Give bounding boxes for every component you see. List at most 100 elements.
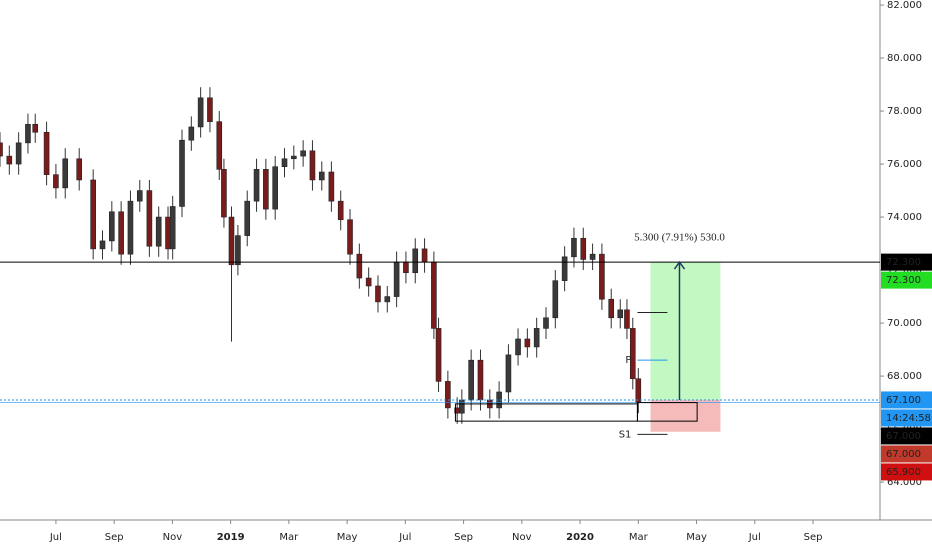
candle-body bbox=[365, 277, 372, 287]
candle-body bbox=[589, 253, 596, 260]
candle-body bbox=[6, 155, 13, 165]
candle-body bbox=[412, 248, 419, 274]
price-tag-label: 65.900 bbox=[886, 467, 921, 478]
candle-body bbox=[552, 280, 559, 319]
candle-body bbox=[445, 381, 451, 409]
price-tag-label: 67.000 bbox=[886, 449, 921, 460]
candle-body bbox=[393, 261, 400, 297]
position-label: 5.300 (7.91%) 530.0 bbox=[634, 232, 725, 244]
candle-body bbox=[347, 219, 353, 255]
candle-body bbox=[580, 237, 587, 260]
candle-body bbox=[146, 190, 153, 247]
y-tick-label: 68.000 bbox=[887, 371, 922, 382]
x-tick-label: Jul bbox=[398, 532, 411, 543]
candle-body bbox=[356, 253, 363, 279]
price-tag-label: 67.100 bbox=[886, 395, 921, 406]
price-tag bbox=[881, 463, 932, 481]
candle-body bbox=[337, 200, 344, 221]
candle-body bbox=[155, 216, 162, 247]
candle-body bbox=[635, 378, 642, 403]
x-tick-label: May bbox=[337, 532, 358, 543]
candle-body bbox=[32, 124, 39, 133]
candle-body bbox=[505, 354, 512, 393]
candle-body bbox=[127, 200, 134, 255]
candle-body bbox=[624, 309, 630, 329]
candle-body bbox=[318, 171, 325, 181]
candle-body bbox=[477, 359, 484, 401]
candle-body bbox=[99, 240, 106, 250]
y-tick-label: 64.000 bbox=[887, 477, 922, 488]
position-target-zone bbox=[650, 262, 721, 400]
candle-body bbox=[533, 328, 540, 348]
candle-body bbox=[62, 158, 69, 189]
y-tick-label: 78.000 bbox=[887, 106, 922, 117]
candle-body bbox=[524, 338, 531, 348]
candle-body bbox=[328, 171, 335, 202]
candle-body bbox=[15, 142, 22, 165]
price-tag bbox=[881, 391, 932, 409]
candle-body bbox=[571, 237, 577, 258]
candle-body bbox=[617, 309, 624, 319]
candle-body bbox=[543, 317, 549, 329]
candle-body bbox=[43, 131, 50, 175]
candle-body bbox=[309, 150, 316, 181]
x-tick-label: Sep bbox=[454, 532, 473, 543]
candle-body bbox=[165, 216, 171, 250]
candle-body bbox=[244, 200, 251, 236]
price-tag bbox=[881, 271, 932, 289]
candle-body bbox=[207, 97, 213, 122]
x-tick-label: Mar bbox=[279, 532, 299, 543]
candle-body bbox=[281, 158, 288, 168]
candle-body bbox=[403, 261, 409, 274]
price-tag bbox=[881, 253, 932, 271]
x-tick-label: Sep bbox=[804, 532, 823, 543]
price-tag bbox=[881, 427, 932, 445]
candle-body bbox=[608, 298, 615, 319]
candle-body bbox=[221, 169, 227, 218]
candle-body bbox=[179, 139, 185, 207]
candle-body bbox=[197, 97, 204, 128]
price-tag-label: 67.000 bbox=[886, 431, 921, 442]
price-tag-label: 72.300 bbox=[886, 257, 921, 268]
candle-body bbox=[515, 338, 521, 356]
pivot-label: P bbox=[625, 355, 631, 366]
candle-body bbox=[468, 359, 474, 401]
position-stop-zone bbox=[650, 399, 721, 432]
x-tick-label: May bbox=[686, 532, 707, 543]
price-tag-label: 14:24:58 bbox=[886, 413, 931, 424]
candle-body bbox=[384, 296, 391, 303]
price-tag bbox=[881, 445, 932, 463]
price-tag bbox=[881, 409, 932, 427]
candle-body bbox=[272, 166, 278, 210]
candle-body bbox=[228, 216, 235, 266]
x-tick-label: Nov bbox=[512, 532, 532, 543]
candle-body bbox=[136, 190, 143, 202]
candle-body bbox=[109, 211, 115, 242]
candle-body bbox=[118, 211, 124, 255]
y-tick-label: 74.000 bbox=[887, 212, 922, 223]
candle-body bbox=[375, 285, 381, 303]
y-tick-label: 82.000 bbox=[887, 0, 922, 11]
price-tag-label: 72.300 bbox=[886, 275, 921, 286]
candle-body bbox=[216, 121, 223, 170]
x-tick-label: 2019 bbox=[217, 532, 245, 543]
candle-body bbox=[431, 261, 437, 329]
range-box bbox=[636, 402, 698, 422]
candle-body bbox=[0, 142, 3, 157]
candle-body bbox=[169, 206, 176, 250]
x-tick-label: Mar bbox=[629, 532, 649, 543]
candle-body bbox=[629, 328, 636, 380]
y-tick-label: 80.000 bbox=[887, 53, 922, 64]
candle-body bbox=[25, 124, 31, 144]
candle-body bbox=[235, 235, 241, 266]
x-tick-label: Nov bbox=[163, 532, 183, 543]
candle-body bbox=[291, 155, 297, 160]
arrow-head bbox=[673, 260, 686, 270]
x-tick-label: Jul bbox=[748, 532, 761, 543]
candle-body bbox=[76, 158, 83, 181]
candle-body bbox=[253, 169, 260, 202]
candle-body bbox=[188, 126, 195, 141]
candle-body bbox=[90, 179, 96, 250]
